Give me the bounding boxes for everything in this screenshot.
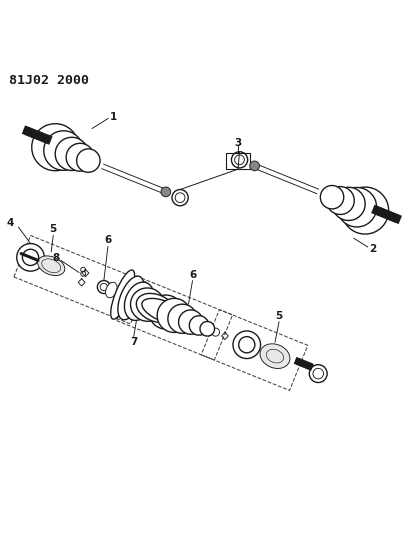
Ellipse shape bbox=[37, 256, 65, 276]
Ellipse shape bbox=[250, 161, 259, 171]
Text: 5: 5 bbox=[50, 224, 57, 234]
Text: 7: 7 bbox=[130, 337, 137, 347]
Ellipse shape bbox=[118, 276, 144, 320]
Ellipse shape bbox=[17, 244, 44, 271]
Ellipse shape bbox=[341, 187, 389, 234]
Ellipse shape bbox=[66, 143, 94, 171]
Ellipse shape bbox=[77, 149, 100, 172]
Ellipse shape bbox=[157, 298, 191, 333]
Ellipse shape bbox=[161, 187, 171, 197]
Text: 2: 2 bbox=[370, 245, 376, 254]
Ellipse shape bbox=[131, 288, 164, 321]
Text: 4: 4 bbox=[7, 218, 14, 228]
Text: 81J02 2000: 81J02 2000 bbox=[9, 74, 89, 87]
Ellipse shape bbox=[172, 190, 188, 206]
Ellipse shape bbox=[22, 249, 39, 265]
Ellipse shape bbox=[326, 187, 354, 214]
Ellipse shape bbox=[55, 138, 88, 171]
Text: 5: 5 bbox=[276, 311, 282, 320]
Ellipse shape bbox=[97, 280, 110, 294]
Ellipse shape bbox=[189, 316, 209, 335]
Ellipse shape bbox=[212, 328, 220, 336]
Ellipse shape bbox=[170, 312, 177, 318]
Ellipse shape bbox=[168, 304, 197, 333]
Ellipse shape bbox=[100, 284, 107, 290]
Ellipse shape bbox=[81, 267, 85, 272]
Ellipse shape bbox=[125, 282, 154, 320]
Ellipse shape bbox=[233, 331, 260, 359]
Ellipse shape bbox=[332, 187, 365, 221]
Ellipse shape bbox=[235, 155, 244, 165]
Text: 3: 3 bbox=[234, 138, 242, 148]
Ellipse shape bbox=[111, 270, 135, 319]
Text: 8: 8 bbox=[52, 253, 59, 263]
Ellipse shape bbox=[309, 365, 327, 383]
Ellipse shape bbox=[81, 271, 85, 276]
Ellipse shape bbox=[239, 337, 255, 353]
Ellipse shape bbox=[136, 294, 175, 322]
Text: 1: 1 bbox=[110, 112, 117, 122]
Ellipse shape bbox=[232, 152, 247, 168]
Text: 6: 6 bbox=[189, 270, 196, 279]
Ellipse shape bbox=[200, 321, 214, 336]
Text: 6: 6 bbox=[104, 236, 112, 245]
Ellipse shape bbox=[175, 193, 185, 203]
Bar bbox=[226, 153, 250, 169]
Ellipse shape bbox=[44, 131, 83, 171]
Ellipse shape bbox=[337, 188, 376, 227]
Ellipse shape bbox=[260, 344, 290, 368]
Ellipse shape bbox=[179, 310, 203, 334]
Ellipse shape bbox=[142, 298, 186, 324]
Ellipse shape bbox=[32, 124, 79, 171]
Ellipse shape bbox=[149, 295, 183, 329]
Ellipse shape bbox=[313, 368, 324, 379]
Ellipse shape bbox=[177, 315, 182, 320]
Ellipse shape bbox=[320, 185, 344, 209]
Ellipse shape bbox=[106, 282, 117, 298]
Ellipse shape bbox=[155, 301, 177, 324]
